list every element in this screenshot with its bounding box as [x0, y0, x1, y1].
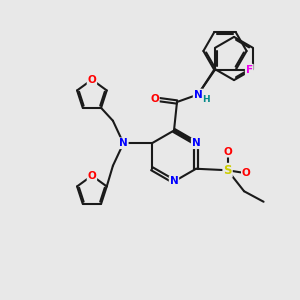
Text: N: N — [169, 176, 178, 187]
Text: N: N — [194, 89, 202, 100]
Text: N: N — [192, 138, 200, 148]
Text: O: O — [88, 171, 96, 181]
Text: O: O — [150, 94, 159, 104]
Text: F: F — [246, 65, 253, 75]
Text: O: O — [242, 168, 250, 178]
Text: O: O — [88, 75, 96, 85]
Text: H: H — [202, 95, 210, 104]
Text: O: O — [223, 147, 232, 157]
Text: N: N — [119, 138, 128, 148]
Text: S: S — [223, 164, 232, 177]
